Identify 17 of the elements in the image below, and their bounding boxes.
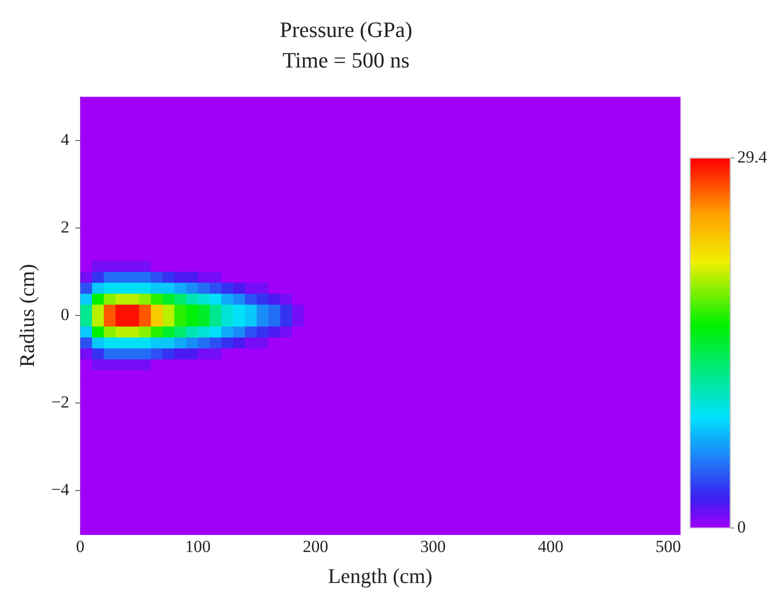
x-tick-label: 0 (76, 537, 85, 556)
x-tick-label: 200 (302, 537, 328, 556)
y-tick-label: 4 (60, 130, 70, 150)
y-tick-label: −4 (51, 480, 70, 500)
y-axis-title: Radius (cm) (15, 264, 40, 368)
y-tick-label: 2 (60, 218, 70, 237)
y-tick-label: −2 (51, 392, 70, 412)
x-tick-label: 400 (538, 537, 564, 556)
chart-title: Pressure (GPa) (280, 16, 412, 42)
x-axis-title: Length (cm) (328, 564, 432, 588)
color-bar-label: 0 (737, 517, 746, 536)
color-bar-label: 29.4 (737, 147, 768, 166)
chart-subtitle: Time = 500 ns (282, 47, 410, 72)
y-tick-label: 0 (60, 305, 70, 324)
x-tick-label: 100 (185, 537, 211, 556)
x-tick-label: 300 (420, 537, 446, 556)
x-tick-label: 500 (655, 537, 681, 556)
